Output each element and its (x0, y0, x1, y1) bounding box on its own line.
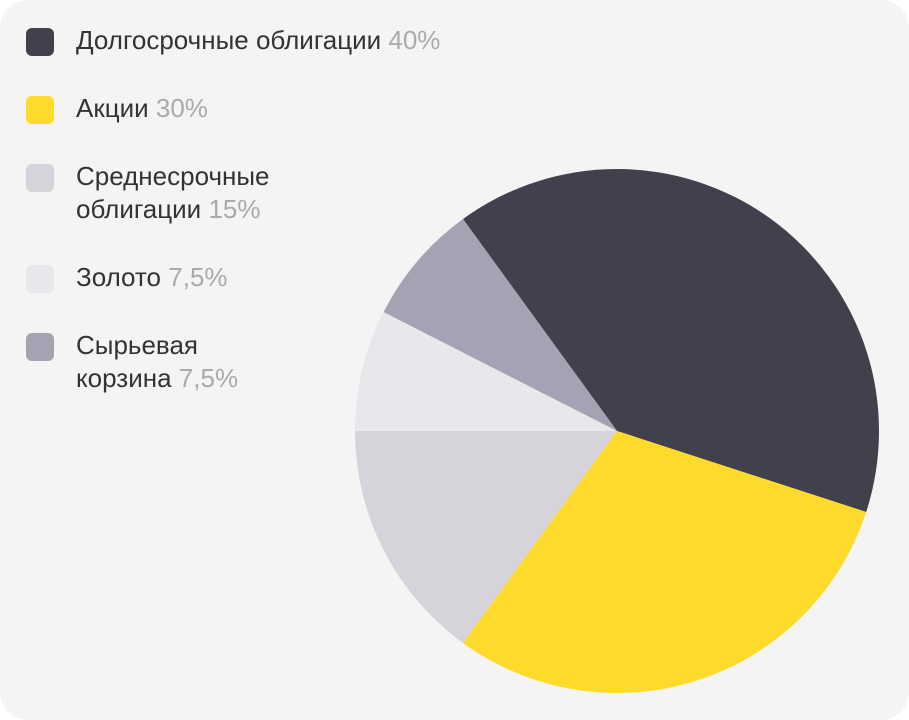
legend-label: Золото (76, 262, 162, 292)
legend-item: Сырьевая корзина 7,5% (26, 329, 276, 395)
pie-slice (355, 312, 617, 431)
pie-slice (355, 431, 617, 643)
legend-label: Среднесрочные облигации (76, 161, 270, 224)
legend-value: 7,5% (168, 262, 228, 292)
legend-swatch (26, 28, 54, 56)
legend-item: Среднесрочные облигации 15% (26, 160, 326, 226)
legend-item: Акции 30% (26, 92, 440, 125)
pie-slice (383, 219, 617, 431)
legend-swatch (26, 265, 54, 293)
legend-label: Сырьевая корзина (76, 330, 198, 393)
legend-item: Золото 7,5% (26, 261, 440, 294)
legend-item: Долгосрочные облигации 40% (26, 24, 440, 57)
legend-swatch (26, 164, 54, 192)
pie-slice (463, 431, 867, 693)
legend-value: 40% (388, 25, 441, 55)
legend-value: 15% (208, 194, 261, 224)
legend-swatch (26, 333, 54, 361)
legend-value: 30% (155, 93, 208, 123)
legend-value: 7,5% (178, 363, 239, 393)
legend-swatch (26, 96, 54, 124)
pie-slice (463, 169, 879, 512)
legend: Долгосрочные облигации 40% Акции 30% Средн… (26, 24, 440, 430)
legend-label: Долгосрочные облигации (76, 25, 382, 55)
legend-label: Акции (76, 93, 149, 123)
